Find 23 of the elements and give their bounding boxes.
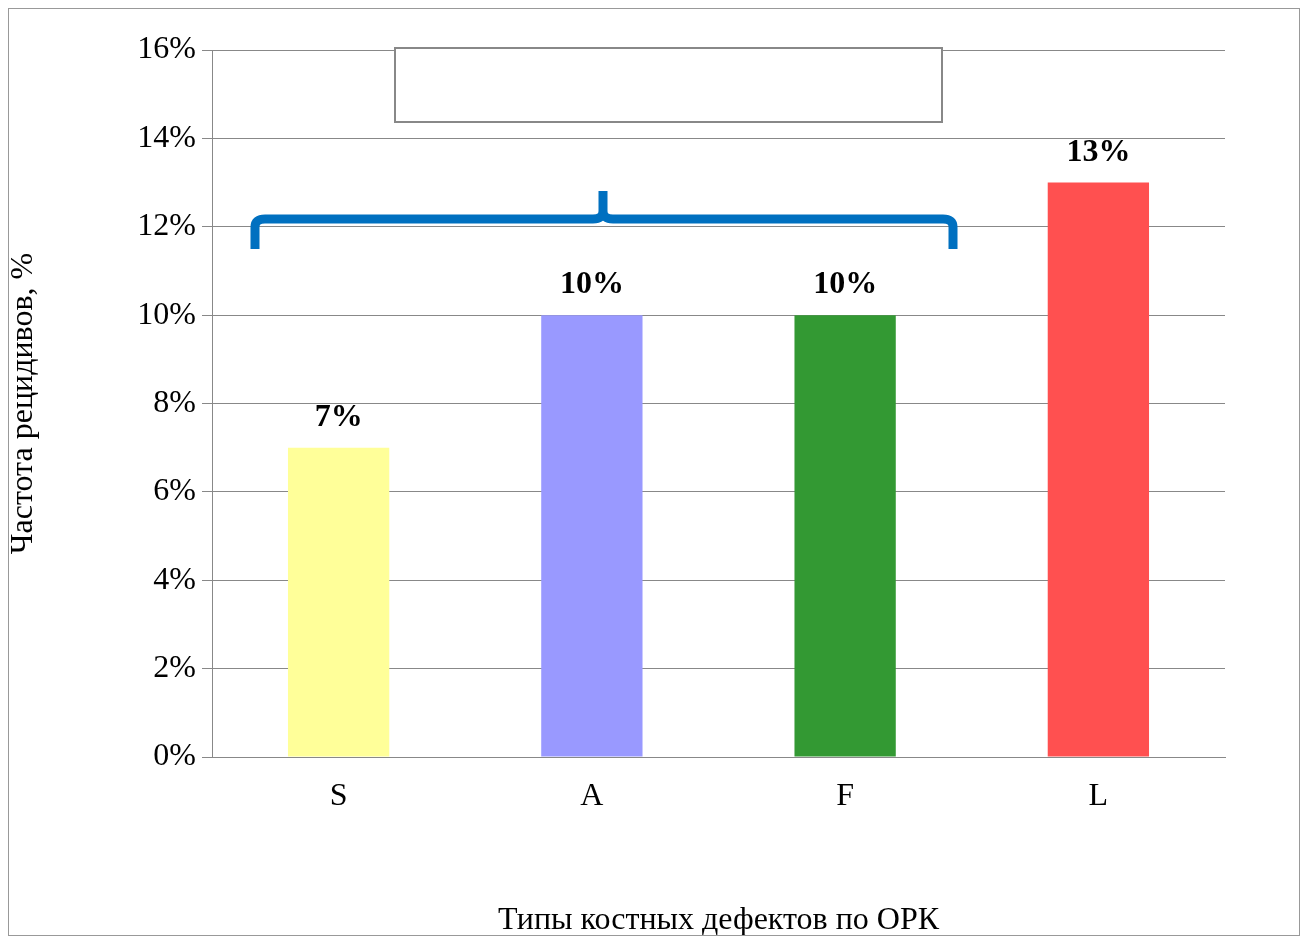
data-label: 10% <box>813 264 878 301</box>
bar <box>541 315 643 757</box>
y-tick-label: 0% <box>153 736 196 773</box>
bar <box>794 315 896 757</box>
x-tick-label: F <box>836 775 855 812</box>
y-axis-title: Частота рецидивов, % <box>2 252 39 555</box>
x-tick-label: L <box>1088 775 1109 812</box>
data-label: 10% <box>559 264 624 301</box>
y-tick-label: 16% <box>137 29 196 66</box>
y-tick-label: 4% <box>153 559 196 596</box>
x-tick-label: S <box>329 775 348 812</box>
y-tick-label: 2% <box>153 648 196 685</box>
data-label: 7% <box>314 396 363 433</box>
y-tick-label: 10% <box>137 294 196 331</box>
y-tick-label: 14% <box>137 117 196 154</box>
y-tick-label: 6% <box>153 471 196 508</box>
y-tick-label: 8% <box>153 382 196 419</box>
x-tick-label: A <box>580 775 604 812</box>
bar <box>287 447 390 757</box>
y-tick-label: 12% <box>137 206 196 243</box>
x-axis-title: Типы костных дефектов по ОРК <box>497 900 940 937</box>
data-label: 13% <box>1066 131 1131 168</box>
bar <box>1047 182 1150 757</box>
